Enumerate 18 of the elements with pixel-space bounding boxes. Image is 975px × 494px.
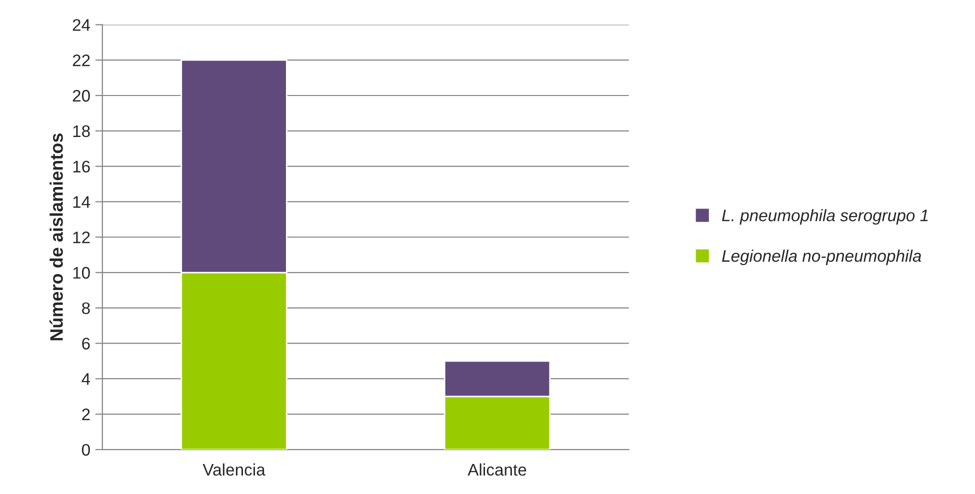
y-tick-label: 0 [82, 444, 90, 456]
y-tick-label: 12 [73, 232, 90, 244]
x-tick-label: Valencia [202, 463, 266, 476]
y-tick-label: 20 [72, 90, 90, 102]
y-tick-label: 6 [82, 338, 90, 350]
y-tick-label: 4 [82, 373, 90, 385]
y-tick-label: 24 [72, 19, 90, 31]
y-tick-label: 8 [82, 302, 90, 314]
y-tick-label: 14 [73, 196, 90, 208]
y-tick-label: 10 [73, 266, 90, 279]
y-tick-label: 16 [73, 160, 90, 173]
legend-label: Legionella no-pneumophila [722, 250, 922, 266]
y-tick-label: 18 [73, 125, 90, 138]
y-tick-label: 2 [82, 408, 90, 420]
x-tick-label: Alicante [468, 463, 526, 476]
legend-label: L. pneumophila serogrupo 1 [722, 209, 928, 225]
y-axis-title: Número de aislamientos [49, 134, 63, 340]
y-tick-label: 22 [72, 54, 90, 66]
